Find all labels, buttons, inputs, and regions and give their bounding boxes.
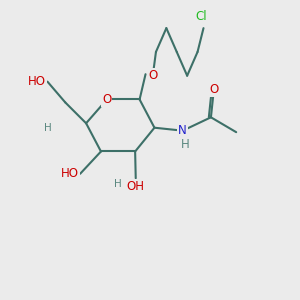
Text: H: H	[114, 179, 122, 189]
Text: OH: OH	[127, 180, 145, 193]
Text: N: N	[178, 124, 187, 137]
Text: Cl: Cl	[195, 10, 207, 23]
Text: O: O	[209, 82, 218, 96]
Text: H: H	[44, 123, 51, 133]
Text: O: O	[102, 93, 112, 106]
Text: HO: HO	[61, 167, 79, 180]
Text: HO: HO	[28, 75, 46, 88]
Text: O: O	[148, 69, 158, 82]
Text: H: H	[181, 138, 190, 151]
